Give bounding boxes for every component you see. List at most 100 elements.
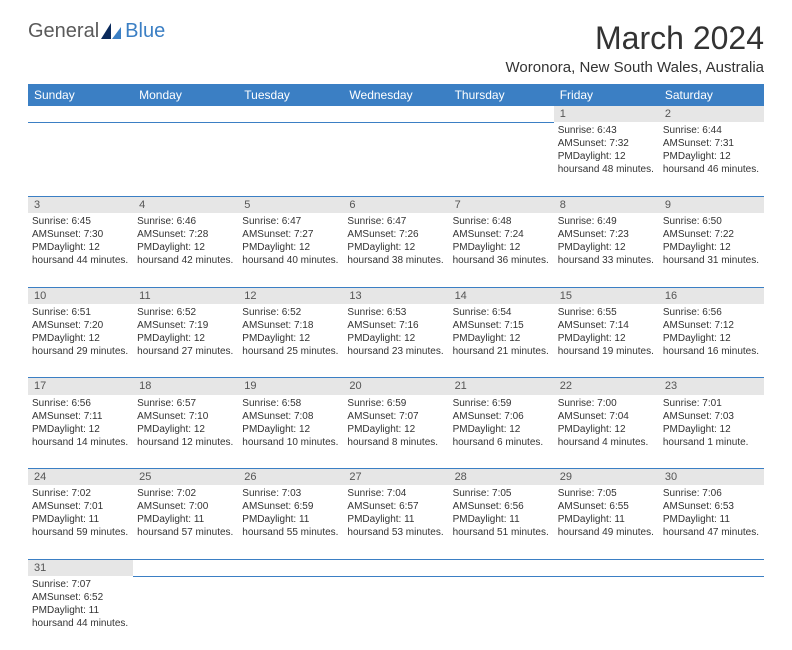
logo-sail-icon [101, 23, 123, 41]
day-number-row: 17181920212223 [28, 378, 764, 395]
daylight-text-2: and 38 minutes. [372, 255, 443, 266]
day-number: 8 [554, 196, 659, 213]
day-number-row: 12 [28, 106, 764, 122]
day-cell [238, 122, 343, 196]
day-cell: Sunrise: 7:00 AMSunset: 7:04 PMDaylight:… [554, 395, 659, 469]
daylight-text-2: and 51 minutes. [478, 527, 549, 538]
day-number: 9 [659, 196, 764, 213]
day-number-row: 24252627282930 [28, 469, 764, 486]
day-cell: Sunrise: 6:43 AMSunset: 7:32 PMDaylight:… [554, 122, 659, 196]
day-number [133, 559, 238, 576]
day-number: 3 [28, 196, 133, 213]
day-cell [449, 122, 554, 196]
day-cell: Sunrise: 7:03 AMSunset: 6:59 PMDaylight:… [238, 485, 343, 559]
day-cell: Sunrise: 6:58 AMSunset: 7:08 PMDaylight:… [238, 395, 343, 469]
day-number [659, 559, 764, 576]
day-header: Wednesday [343, 84, 448, 106]
daylight-text-2: and 36 minutes. [478, 255, 549, 266]
day-number [238, 559, 343, 576]
day-header: Friday [554, 84, 659, 106]
day-number: 12 [238, 287, 343, 304]
day-cell: Sunrise: 6:53 AMSunset: 7:16 PMDaylight:… [343, 304, 448, 378]
day-number: 28 [449, 469, 554, 486]
day-number: 27 [343, 469, 448, 486]
day-cell: Sunrise: 6:57 AMSunset: 7:10 PMDaylight:… [133, 395, 238, 469]
daylight-text-2: and 27 minutes. [162, 346, 233, 357]
daylight-text-2: and 47 minutes. [688, 527, 759, 538]
day-number: 18 [133, 378, 238, 395]
day-cell: Sunrise: 6:56 AMSunset: 7:11 PMDaylight:… [28, 395, 133, 469]
day-data-row: Sunrise: 6:45 AMSunset: 7:30 PMDaylight:… [28, 213, 764, 287]
day-cell [238, 576, 343, 650]
day-cell: Sunrise: 7:04 AMSunset: 6:57 PMDaylight:… [343, 485, 448, 559]
day-header: Saturday [659, 84, 764, 106]
daylight-text-2: and 33 minutes. [583, 255, 654, 266]
daylight-text-2: and 48 minutes. [583, 164, 654, 175]
day-number: 1 [554, 106, 659, 122]
daylight-text-2: and 23 minutes. [372, 346, 443, 357]
day-number: 16 [659, 287, 764, 304]
daylight-text-2: and 14 minutes. [57, 437, 128, 448]
day-data-row: Sunrise: 7:07 AMSunset: 6:52 PMDaylight:… [28, 576, 764, 650]
day-cell: Sunrise: 6:56 AMSunset: 7:12 PMDaylight:… [659, 304, 764, 378]
day-data-row: Sunrise: 6:51 AMSunset: 7:20 PMDaylight:… [28, 304, 764, 378]
day-cell: Sunrise: 6:59 AMSunset: 7:07 PMDaylight:… [343, 395, 448, 469]
day-number: 2 [659, 106, 764, 122]
daylight-text-2: and 59 minutes. [57, 527, 128, 538]
day-number: 6 [343, 196, 448, 213]
day-number: 4 [133, 196, 238, 213]
location: Woronora, New South Wales, Australia [506, 59, 764, 76]
daylight-text-2: and 44 minutes. [57, 618, 128, 629]
logo-text-general: General [28, 20, 99, 43]
daylight-text-2: and 49 minutes. [583, 527, 654, 538]
daylight-text-2: and 12 minutes. [162, 437, 233, 448]
day-cell: Sunrise: 7:06 AMSunset: 6:53 PMDaylight:… [659, 485, 764, 559]
day-cell: Sunrise: 6:50 AMSunset: 7:22 PMDaylight:… [659, 213, 764, 287]
day-cell: Sunrise: 7:02 AMSunset: 7:00 PMDaylight:… [133, 485, 238, 559]
day-number: 17 [28, 378, 133, 395]
day-cell: Sunrise: 6:59 AMSunset: 7:06 PMDaylight:… [449, 395, 554, 469]
day-data-row: Sunrise: 6:56 AMSunset: 7:11 PMDaylight:… [28, 395, 764, 469]
day-number: 15 [554, 287, 659, 304]
day-number: 31 [28, 559, 133, 576]
day-header-row: Sunday Monday Tuesday Wednesday Thursday… [28, 84, 764, 106]
day-cell: Sunrise: 6:54 AMSunset: 7:15 PMDaylight:… [449, 304, 554, 378]
day-cell [133, 576, 238, 650]
day-number-row: 31 [28, 559, 764, 576]
day-cell: Sunrise: 7:07 AMSunset: 6:52 PMDaylight:… [28, 576, 133, 650]
header: General Blue March 2024 Woronora, New So… [28, 20, 764, 76]
day-cell: Sunrise: 6:51 AMSunset: 7:20 PMDaylight:… [28, 304, 133, 378]
day-number: 11 [133, 287, 238, 304]
day-number: 10 [28, 287, 133, 304]
daylight-text-2: and 46 minutes. [688, 164, 759, 175]
day-number [449, 106, 554, 122]
day-number [238, 106, 343, 122]
day-number: 5 [238, 196, 343, 213]
day-cell: Sunrise: 6:47 AMSunset: 7:27 PMDaylight:… [238, 213, 343, 287]
day-cell: Sunrise: 6:55 AMSunset: 7:14 PMDaylight:… [554, 304, 659, 378]
day-number: 7 [449, 196, 554, 213]
day-data-row: Sunrise: 6:43 AMSunset: 7:32 PMDaylight:… [28, 122, 764, 196]
day-number: 30 [659, 469, 764, 486]
month-title: March 2024 [506, 20, 764, 57]
day-header: Tuesday [238, 84, 343, 106]
day-number: 21 [449, 378, 554, 395]
day-number-row: 10111213141516 [28, 287, 764, 304]
day-number: 14 [449, 287, 554, 304]
logo-text-blue: Blue [125, 20, 165, 43]
day-cell [133, 122, 238, 196]
day-number: 26 [238, 469, 343, 486]
day-number [449, 559, 554, 576]
day-number: 19 [238, 378, 343, 395]
daylight-text-2: and 1 minute. [688, 437, 749, 448]
day-cell: Sunrise: 6:46 AMSunset: 7:28 PMDaylight:… [133, 213, 238, 287]
day-cell: Sunrise: 6:47 AMSunset: 7:26 PMDaylight:… [343, 213, 448, 287]
day-cell: Sunrise: 7:01 AMSunset: 7:03 PMDaylight:… [659, 395, 764, 469]
day-cell: Sunrise: 6:44 AMSunset: 7:31 PMDaylight:… [659, 122, 764, 196]
logo: General Blue [28, 20, 165, 43]
day-cell: Sunrise: 6:52 AMSunset: 7:19 PMDaylight:… [133, 304, 238, 378]
day-number: 13 [343, 287, 448, 304]
day-cell [449, 576, 554, 650]
daylight-text-2: and 53 minutes. [372, 527, 443, 538]
daylight-text-2: and 21 minutes. [478, 346, 549, 357]
